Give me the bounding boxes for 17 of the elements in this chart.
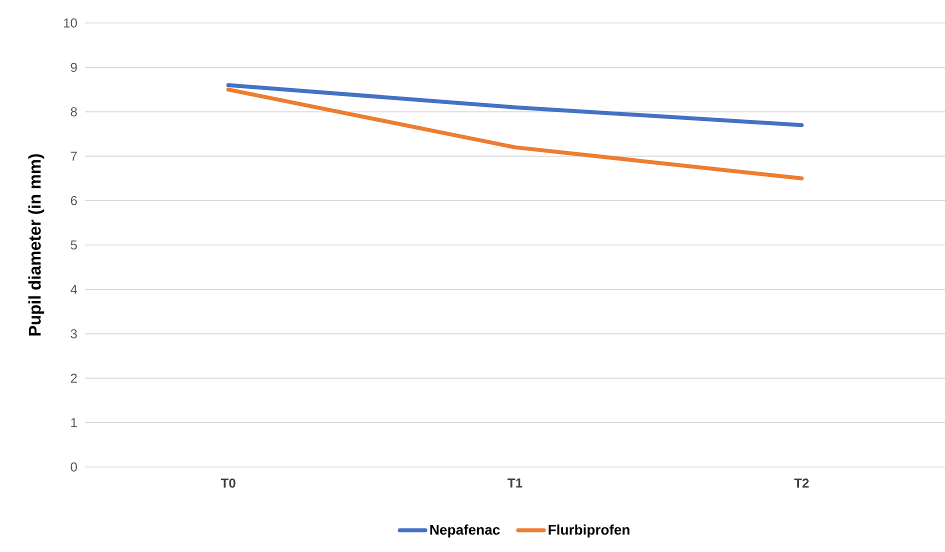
y-tick-label: 2 <box>70 374 77 383</box>
y-tick-label: 4 <box>70 284 78 294</box>
x-tick-label: T2 <box>794 478 809 488</box>
y-tick-label: 8 <box>70 107 77 116</box>
y-tick-label: 1 <box>71 418 77 428</box>
legend-label: Flurbiprofen <box>548 524 630 538</box>
x-tick-label: T0 <box>220 478 236 488</box>
y-tick-label: 5 <box>70 240 77 250</box>
x-tick-label: T1 <box>508 478 522 488</box>
y-tick-label: 7 <box>70 152 77 161</box>
y-tick-label: 6 <box>70 196 77 206</box>
y-axis-title: Pupil diameter (in mm) <box>28 154 44 336</box>
legend-label: Nepafenac <box>430 524 500 538</box>
y-tick-label: 9 <box>70 62 77 72</box>
y-tick-label: 0 <box>70 462 77 472</box>
y-tick-label: 3 <box>70 329 77 338</box>
y-tick-label: 10 <box>64 18 77 28</box>
